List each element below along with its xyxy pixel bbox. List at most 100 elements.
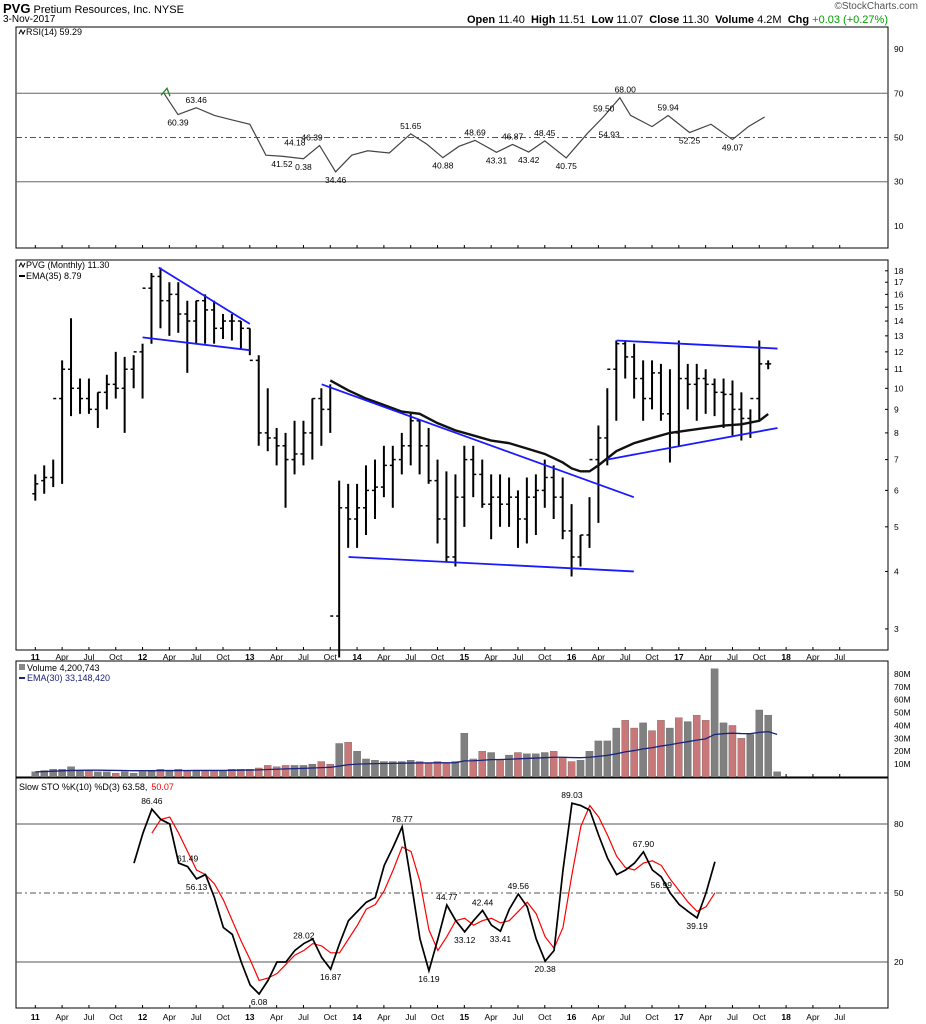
- x-tick-label: Apr: [699, 652, 712, 662]
- price-bar: [148, 273, 155, 344]
- price-y-tick-label: 9: [894, 404, 899, 414]
- price-legend-icon: [18, 261, 26, 269]
- date-text: 3-Nov-2017: [3, 14, 56, 25]
- volume-bar: [612, 727, 620, 778]
- volume-bar: [76, 770, 84, 778]
- price-bar: [568, 504, 575, 577]
- price-bar: [416, 420, 423, 475]
- price-bar: [300, 420, 307, 466]
- price-bar: [702, 369, 709, 414]
- volume-bar: [603, 740, 612, 778]
- volume-bar: [58, 769, 66, 778]
- x-tick-label: Oct: [324, 1012, 338, 1022]
- volume-bar: [415, 761, 424, 778]
- volume-bar: [558, 757, 567, 778]
- volume-y-tick-label: 50M: [894, 708, 911, 718]
- price-bar: [756, 340, 763, 421]
- volume-bar: [138, 771, 147, 778]
- volume-bar: [281, 765, 290, 778]
- sto-y-tick-label: 80: [894, 819, 904, 829]
- rsi-data-label: 48.69: [464, 127, 486, 137]
- x-tick-label: Apr: [485, 1012, 498, 1022]
- price-bar: [470, 445, 477, 498]
- x-tick-label: Oct: [645, 1012, 659, 1022]
- price-trendline: [158, 266, 251, 325]
- volume-bar: [675, 717, 683, 778]
- rsi-data-label: 43.31: [486, 155, 508, 165]
- volume-bar: [31, 771, 40, 778]
- volume-bar: [621, 720, 629, 778]
- price-bar: [577, 534, 584, 567]
- price-bar: [68, 318, 75, 417]
- volume-bar: [576, 760, 585, 778]
- sto-k-line: [133, 802, 716, 996]
- volume-bar: [514, 752, 522, 778]
- close-label: Close: [649, 14, 680, 26]
- price-trendline: [616, 339, 778, 350]
- x-tick-label: Jul: [191, 652, 202, 662]
- volume-bar: [85, 770, 93, 778]
- volume-bar: [147, 770, 156, 778]
- price-bar: [327, 384, 334, 617]
- sto-data-label: 44.77: [436, 892, 458, 902]
- price-bar: [720, 378, 727, 428]
- x-tick-label: 17: [674, 652, 684, 662]
- price-y-tick-label: 6: [894, 485, 899, 495]
- sto-data-label: 33.12: [454, 935, 476, 945]
- rsi-data-label: 46.39: [301, 132, 323, 142]
- rsi-data-label: 63.46: [186, 95, 208, 105]
- volume-bar: [67, 766, 75, 778]
- rsi-data-label: 44.18: [284, 137, 306, 147]
- price-bar: [228, 314, 235, 341]
- x-tick-label: Jul: [191, 1012, 202, 1022]
- price-bar: [425, 427, 432, 484]
- volume-bar: [210, 770, 218, 778]
- volume-bar: [165, 770, 174, 778]
- price-bar: [532, 474, 539, 535]
- price-bar: [541, 459, 548, 508]
- price-bar: [640, 360, 647, 421]
- x-tick-label: 14: [352, 1012, 362, 1022]
- volume-legend: Volume 4,200,743: [27, 663, 100, 673]
- close-value: 11.30: [682, 14, 709, 26]
- price-bar: [41, 465, 48, 494]
- ema-legend: EMA(35) 8.79: [26, 271, 82, 281]
- open-label: Open: [466, 14, 496, 26]
- price-bar: [595, 425, 602, 523]
- sto-data-label: 28.02: [293, 931, 315, 941]
- x-tick-label: 18: [781, 1012, 791, 1022]
- x-tick-label: Jul: [83, 1012, 94, 1022]
- price-bar: [202, 294, 209, 344]
- x-tick-label: Apr: [806, 1012, 819, 1022]
- sto-data-label: 20.38: [534, 964, 556, 974]
- volume-bar: [398, 761, 406, 778]
- price-bar: [211, 300, 218, 344]
- price-bar: [318, 388, 325, 446]
- price-y-tick-label: 4: [894, 566, 899, 576]
- rsi-y-tick-label: 30: [894, 177, 904, 187]
- volume-ema-legend: EMA(30) 33,148,420: [27, 673, 110, 683]
- rsi-y-tick-label: 90: [894, 44, 904, 54]
- volume-bar: [737, 738, 746, 778]
- price-bar: [112, 351, 119, 399]
- price-trendline: [142, 336, 250, 352]
- sto-d-line: [151, 804, 716, 982]
- exchange-name: NYSE: [153, 4, 184, 16]
- rsi-data-label: 40.88: [432, 161, 454, 171]
- volume-bar: [719, 722, 728, 778]
- x-tick-label: Apr: [270, 1012, 283, 1022]
- price-y-tick-label: 5: [894, 522, 899, 532]
- rsi-data-label: 46.87: [502, 131, 524, 141]
- volume-bar: [460, 733, 469, 778]
- volume-bar: [49, 769, 57, 778]
- price-bar: [711, 378, 718, 417]
- price-bar: [684, 363, 691, 410]
- volume-bar: [630, 727, 638, 778]
- price-bar: [246, 327, 253, 362]
- x-tick-label: 18: [781, 652, 791, 662]
- volume-bar: [40, 770, 48, 778]
- price-y-tick-label: 12: [894, 347, 904, 357]
- volume-bar: [424, 762, 433, 778]
- price-bar: [514, 490, 521, 548]
- sto-y-tick-label: 50: [894, 888, 904, 898]
